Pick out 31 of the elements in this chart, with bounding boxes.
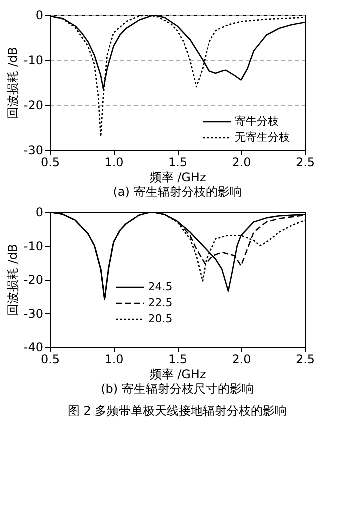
x-tick-label: 1.0	[104, 352, 124, 366]
y-tick-label: -30	[24, 144, 44, 158]
caption: 图 2 多频带单极天线接地辐射分枝的影响	[68, 404, 288, 418]
x-axis-title: 频率 /GHz	[150, 170, 206, 184]
x-tick-label: 1.5	[168, 156, 188, 170]
y-tick-label: 0	[36, 8, 44, 22]
x-tick-label: 1.5	[168, 352, 188, 366]
x-tick-label: 2.5	[296, 352, 316, 366]
y-axis-title: 回波损耗 /dB	[6, 244, 20, 316]
x-tick-label: 0.5	[40, 352, 60, 366]
y-tick-label: -30	[24, 306, 44, 321]
x-axis-title: 频率 /GHz	[150, 368, 206, 382]
legend-label: 22.5	[148, 296, 173, 310]
x-tick-label: 2.0	[232, 156, 252, 170]
text: (a) 寄生辐射分枝的影响	[113, 185, 242, 199]
x-tick-label: 2.5	[296, 156, 316, 170]
legend-label: 20.5	[148, 312, 173, 326]
text: (b) 寄生辐射分枝尺寸的影响	[101, 382, 254, 396]
y-axis-title: 回波损耗 /dB	[6, 47, 20, 119]
x-tick-label: 2.0	[232, 352, 252, 366]
y-tick-label: -20	[24, 98, 44, 112]
y-tick-label: -40	[24, 340, 44, 354]
legend-label: 无寄生分枝	[235, 131, 290, 144]
legend-label: 24.5	[148, 280, 173, 294]
y-tick-label: -20	[24, 273, 44, 287]
legend-label: 寄牛分枝	[235, 115, 279, 128]
y-tick-label: -10	[24, 239, 44, 254]
y-tick-label: -10	[24, 54, 44, 68]
x-tick-label: 0.5	[40, 156, 60, 170]
y-tick-label: 0	[36, 206, 44, 220]
x-tick-label: 1.0	[104, 156, 124, 170]
